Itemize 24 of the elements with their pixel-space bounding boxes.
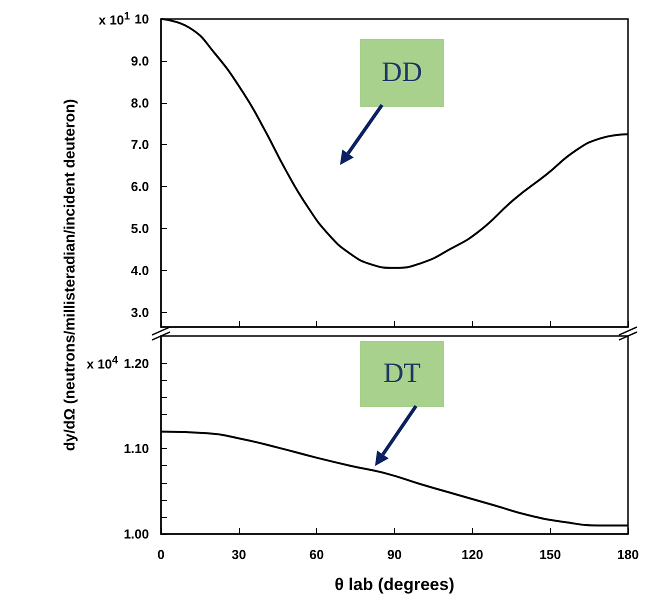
- y-tick-label: 5.0: [130, 221, 149, 236]
- y-tick-label: 3.0: [130, 304, 149, 320]
- x-axis-title: θ lab (degrees): [334, 575, 454, 594]
- y-tick-label: 10: [134, 12, 149, 26]
- annotation: DT: [360, 341, 444, 407]
- y-tick-label: 4.0: [130, 262, 149, 278]
- x-tick-label: 150: [539, 547, 562, 562]
- x-tick-label: 120: [461, 547, 484, 562]
- y-tick-label: 9.0: [130, 53, 149, 68]
- y-tick-label: 1.00: [124, 526, 149, 542]
- y-tick-label: 1.10: [124, 441, 149, 456]
- text: x 10$^{4}$: [86, 354, 118, 372]
- x-tick-label: 30: [232, 547, 246, 562]
- y-tick-label: 8.0: [130, 95, 149, 110]
- x-tick-label: 90: [387, 547, 402, 562]
- x-tick-label: 60: [309, 547, 324, 562]
- text: x 10$^{1}$: [98, 10, 130, 28]
- x-tick-label: 0: [157, 547, 165, 562]
- y-tick-label: 6.0: [130, 179, 149, 194]
- y-tick-label: 1.20: [124, 356, 149, 371]
- x-tick-label: 180: [617, 547, 639, 562]
- annotation: DD: [360, 39, 444, 107]
- y-axis-title: dy/dΩ (neutrons/millisteradian/incident deuteron): [62, 98, 78, 452]
- y-tick-label: 7.0: [130, 137, 149, 152]
